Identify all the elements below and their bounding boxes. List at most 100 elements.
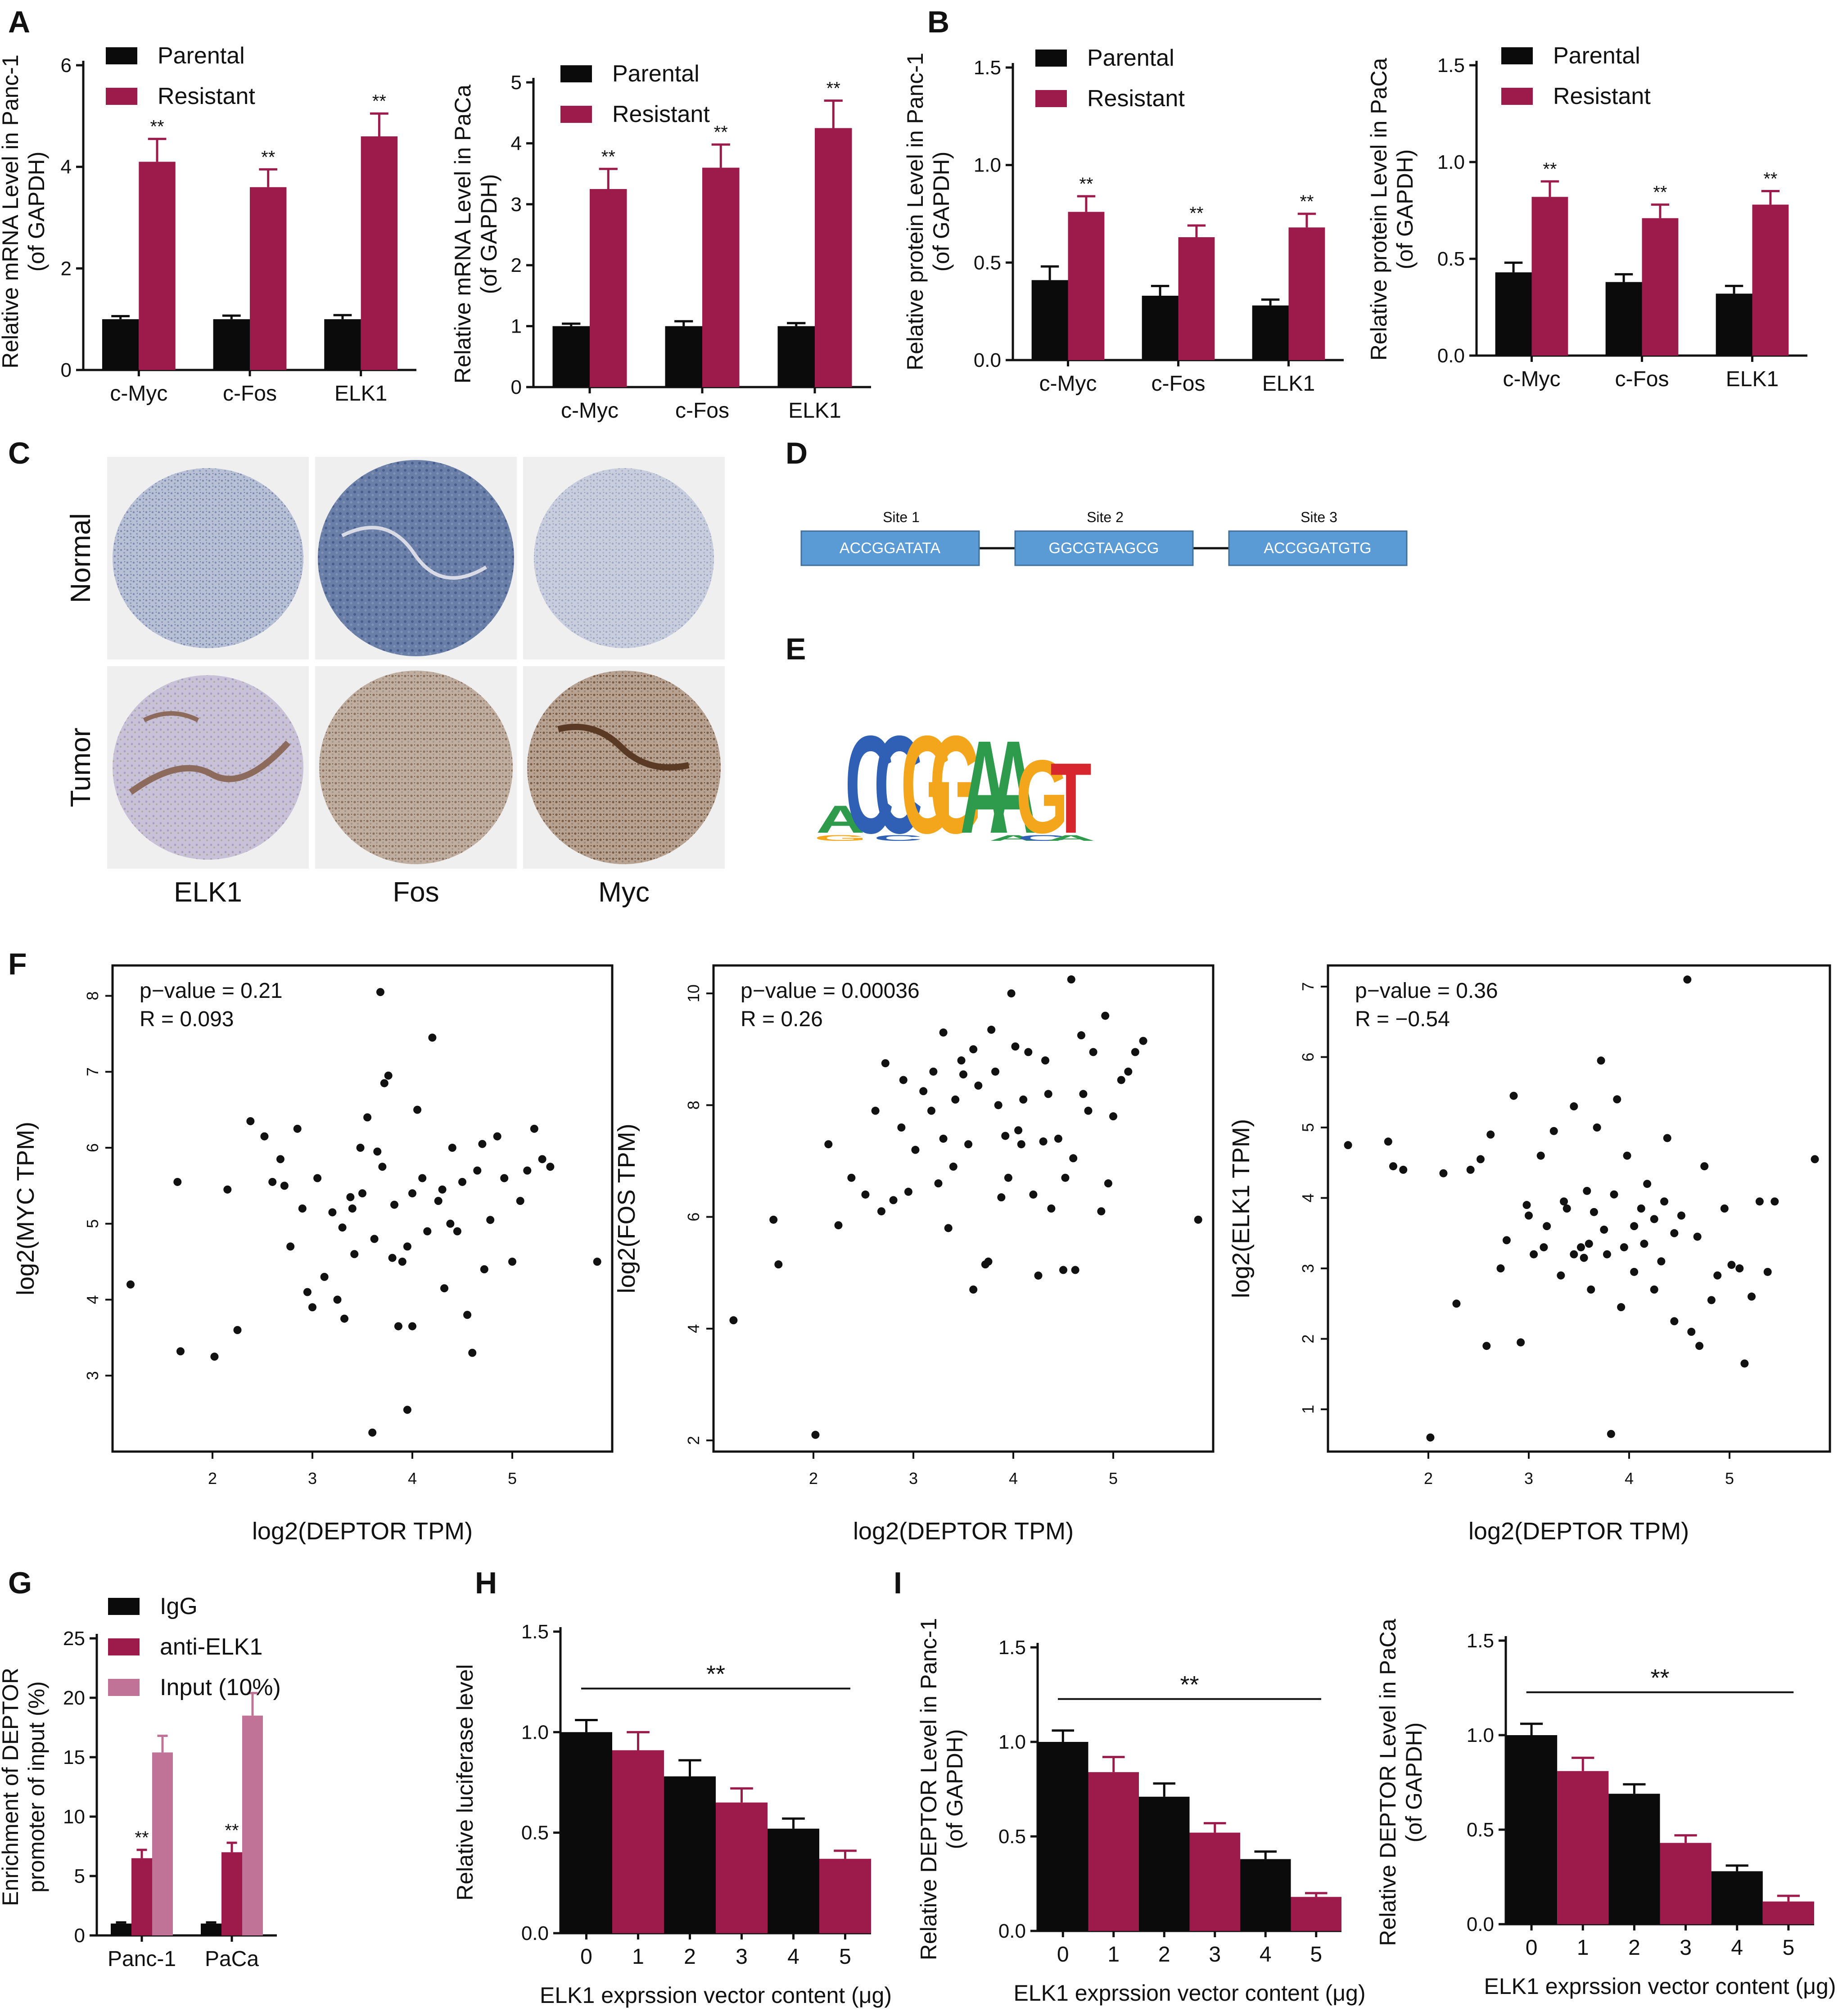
motif-minor-letter: A xyxy=(989,834,1038,843)
scatter-point xyxy=(969,1285,978,1294)
stat-pvalue: p−value = 0.36 xyxy=(1355,979,1498,1003)
scatter-point xyxy=(523,1166,532,1175)
bar-resistant-elk1 xyxy=(1288,227,1325,360)
scatter-point xyxy=(1563,1204,1571,1213)
scatter-point xyxy=(356,1144,365,1152)
scatter-point xyxy=(1004,1173,1012,1182)
scatter-point xyxy=(1104,1179,1112,1188)
scatter-point xyxy=(508,1258,516,1266)
x-axis-label: log2(DEPTOR TPM) xyxy=(252,1518,473,1545)
scatter-point xyxy=(538,1155,546,1164)
ihc-row-label-normal: Normal xyxy=(65,513,96,603)
scatter-point xyxy=(370,1235,379,1243)
y-tick-label: 1 xyxy=(1299,1405,1317,1414)
scatter-point xyxy=(328,1208,337,1217)
stat-r: R = 0.26 xyxy=(741,1007,823,1031)
motif-minor-letter: G xyxy=(814,834,867,843)
legend-label: Parental xyxy=(1553,43,1640,69)
chart-b-paca-protein: 0.0 0.5 1.0 1.5 Relative protein Level in Pa… xyxy=(1366,43,1807,391)
motif-letter: G xyxy=(1016,739,1069,855)
scatter-point xyxy=(1657,1257,1666,1266)
scatter-point xyxy=(1735,1264,1744,1273)
plot-frame xyxy=(712,964,1215,1453)
y-tick-label: 5 xyxy=(74,1865,85,1887)
x-tick-label: 0 xyxy=(1057,1943,1069,1966)
y-tick-label: 8 xyxy=(83,991,102,1000)
bar-resistant-c-fos xyxy=(702,167,740,387)
y-axis-label: Enrichment of DEPTORpromoter of input (%… xyxy=(0,1668,49,1906)
scatter-point xyxy=(176,1347,185,1356)
significance-label: ** xyxy=(150,117,164,137)
scatter-point xyxy=(1194,1215,1202,1224)
y-axis-label-line: Relative mRNA Level in Panc-1 xyxy=(0,54,23,369)
scatter-point xyxy=(1059,1266,1067,1274)
legend-label: Resistant xyxy=(1087,86,1185,112)
y-tick-label: 4 xyxy=(1299,1194,1317,1203)
scatter-point xyxy=(1540,1243,1548,1252)
y-axis-label: log2(ELK1 TPM) xyxy=(1228,1119,1255,1298)
ihc-col-label-myc: Myc xyxy=(598,877,650,908)
panel-label-f: F xyxy=(8,947,27,981)
x-tick-label: 4 xyxy=(1731,1936,1743,1960)
scatter-point xyxy=(1482,1342,1491,1350)
motif-letter: C xyxy=(845,707,894,862)
y-axis-label-line: (of GAPDH) xyxy=(1401,1723,1427,1843)
scatter-point xyxy=(276,1155,285,1164)
bar-dose-5 xyxy=(1762,1901,1814,1924)
scatter-point xyxy=(398,1258,406,1266)
scatter-point xyxy=(994,1101,1003,1109)
scatter-point xyxy=(446,1219,455,1228)
scatter-point xyxy=(811,1430,820,1439)
scatter-point xyxy=(298,1204,307,1213)
scatter-point xyxy=(1590,1208,1598,1216)
y-tick-label: 4 xyxy=(61,156,72,178)
bar-resistant-elk1 xyxy=(815,128,852,387)
y-tick-label: 0.5 xyxy=(998,1826,1026,1848)
scatter-point xyxy=(458,1177,466,1186)
significance-label: ** xyxy=(261,147,275,167)
y-tick-label: 1.0 xyxy=(1467,1724,1494,1746)
x-tick-label: 5 xyxy=(1783,1936,1795,1960)
x-tick-label: c-Myc xyxy=(561,399,619,423)
scatter-point xyxy=(308,1303,316,1312)
scatter-point xyxy=(313,1174,322,1182)
bar-dose-1 xyxy=(1557,1771,1609,1924)
x-axis-label: ELK1 exprssion vector content (μg) xyxy=(540,1983,892,2008)
scatter-point xyxy=(223,1185,232,1194)
scatter-point xyxy=(1452,1299,1461,1308)
legend-label: Input (10%) xyxy=(160,1674,281,1700)
scatter-point xyxy=(1727,1261,1736,1269)
scatter-point xyxy=(516,1197,524,1205)
scatter-point xyxy=(1476,1155,1485,1164)
bar-dose-3 xyxy=(1189,1832,1240,1931)
y-tick-label: 20 xyxy=(63,1687,85,1709)
y-tick-label: 2 xyxy=(1299,1335,1317,1344)
scatter-point xyxy=(1509,1091,1518,1100)
x-tick-label: 2 xyxy=(1628,1936,1640,1960)
scatter-point xyxy=(1079,1090,1088,1098)
scatter-point xyxy=(927,1106,935,1115)
y-tick-label: 7 xyxy=(83,1067,102,1076)
scatter-point xyxy=(1530,1250,1538,1258)
scatter-point xyxy=(440,1284,449,1293)
bar-resistant-c-fos xyxy=(250,187,287,370)
bar-dose-0 xyxy=(1506,1735,1558,1924)
promoter-diagram: Site 1 ACCGGATATA Site 2 GGCGTAAGCG Site… xyxy=(800,509,1408,566)
legend-swatch xyxy=(106,88,137,105)
y-axis-label-line: Relative DEPTOR Level in Panc-1 xyxy=(916,1618,941,1961)
scatter-point xyxy=(350,1250,359,1258)
y-tick-label: 0.0 xyxy=(974,349,1001,371)
y-tick-label: 1.5 xyxy=(974,57,1001,79)
scatter-point xyxy=(1077,1031,1085,1040)
scatter-point xyxy=(889,1196,898,1204)
y-axis-label: Relative DEPTOR Level in PaCa(of GAPDH) xyxy=(1375,1619,1427,1946)
scatter-point xyxy=(376,988,384,997)
bar-resistant-c-myc xyxy=(1068,212,1105,360)
scatter-point xyxy=(1061,1173,1070,1182)
significance-label: ** xyxy=(601,147,615,167)
scatter-point xyxy=(384,1071,393,1080)
scatter-point xyxy=(951,1095,960,1104)
scatter-point xyxy=(1583,1186,1591,1195)
x-tick-label: 4 xyxy=(408,1469,417,1488)
